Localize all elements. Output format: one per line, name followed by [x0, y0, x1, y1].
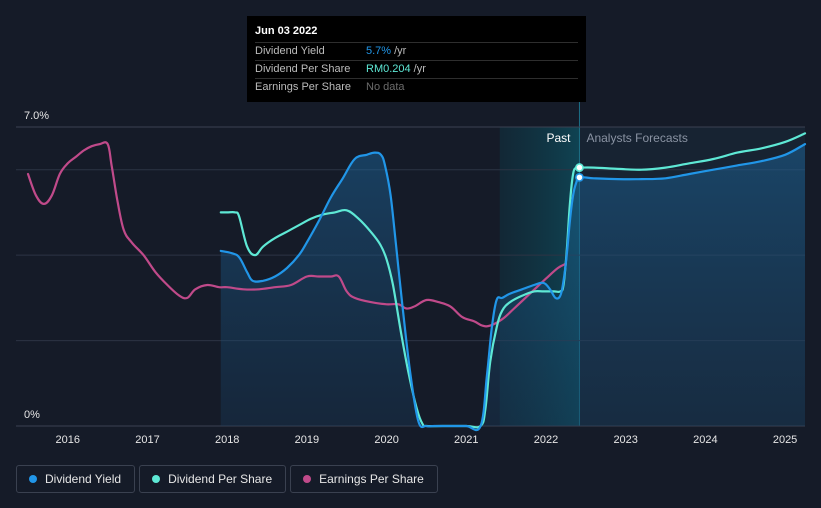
legend-label: Dividend Per Share — [168, 472, 273, 486]
y-tick-label: 7.0% — [24, 110, 49, 122]
x-tick-label: 2017 — [135, 434, 159, 446]
marker-dividend-per-share — [575, 163, 584, 172]
x-tick-label: 2020 — [374, 434, 398, 446]
legend-item-dividend-yield[interactable]: Dividend Yield — [16, 465, 136, 493]
legend-item-dividend-per-share[interactable]: Dividend Per Share — [139, 465, 287, 493]
tooltip-date: Jun 03 2022 — [255, 25, 318, 37]
tooltip-unit: /yr — [413, 63, 426, 75]
series-line-earnings-per-share — [26, 141, 567, 328]
forecast-label: Analysts Forecasts — [586, 131, 687, 145]
tooltip-label: Earnings Per Share — [255, 81, 351, 93]
tooltip-value: 5.7% — [366, 45, 392, 57]
tooltip-row-earnings-per-share: Earnings Per Share No data — [255, 78, 578, 96]
marker-dividend-yield — [575, 173, 584, 182]
legend-label: Earnings Per Share — [319, 472, 424, 486]
x-tick-label: 2024 — [693, 434, 717, 446]
legend: Dividend Yield Dividend Per Share Earnin… — [16, 465, 438, 493]
past-label: Past — [546, 131, 571, 145]
series-line-dividend-yield — [219, 143, 807, 432]
x-tick-label: 2016 — [56, 434, 80, 446]
chart-svg: 7.0% 0% 2016 2017 2018 2019 2020 2021 2022 2023 20… — [16, 16, 807, 446]
x-tick-label: 2022 — [534, 434, 558, 446]
tooltip-label: Dividend Yield — [255, 45, 325, 57]
legend-item-earnings-per-share[interactable]: Earnings Per Share — [290, 465, 438, 493]
x-tick-label: 2019 — [295, 434, 319, 446]
dot-icon — [29, 475, 37, 483]
tooltip-row-dividend-per-share: Dividend Per Share RM0.204 /yr — [255, 60, 578, 78]
x-tick-label: 2023 — [613, 434, 637, 446]
dot-icon — [152, 475, 161, 483]
tooltip: Jun 03 2022 Dividend Yield 5.7% /yr Divi… — [247, 16, 586, 102]
series-area-dividend-yield — [220, 144, 806, 431]
y-tick-label: 0% — [24, 409, 40, 421]
x-tick-label: 2021 — [454, 434, 478, 446]
dot-icon — [303, 475, 312, 483]
tooltip-value: RM0.204 — [366, 63, 411, 75]
tooltip-row-dividend-yield: Dividend Yield 5.7% /yr — [255, 42, 578, 60]
tooltip-unit: /yr — [394, 45, 407, 57]
x-tick-label: 2025 — [773, 434, 797, 446]
tooltip-value: No data — [366, 81, 405, 93]
tooltip-label: Dividend Per Share — [255, 63, 351, 75]
x-tick-label: 2018 — [215, 434, 239, 446]
legend-label: Dividend Yield — [45, 472, 122, 486]
